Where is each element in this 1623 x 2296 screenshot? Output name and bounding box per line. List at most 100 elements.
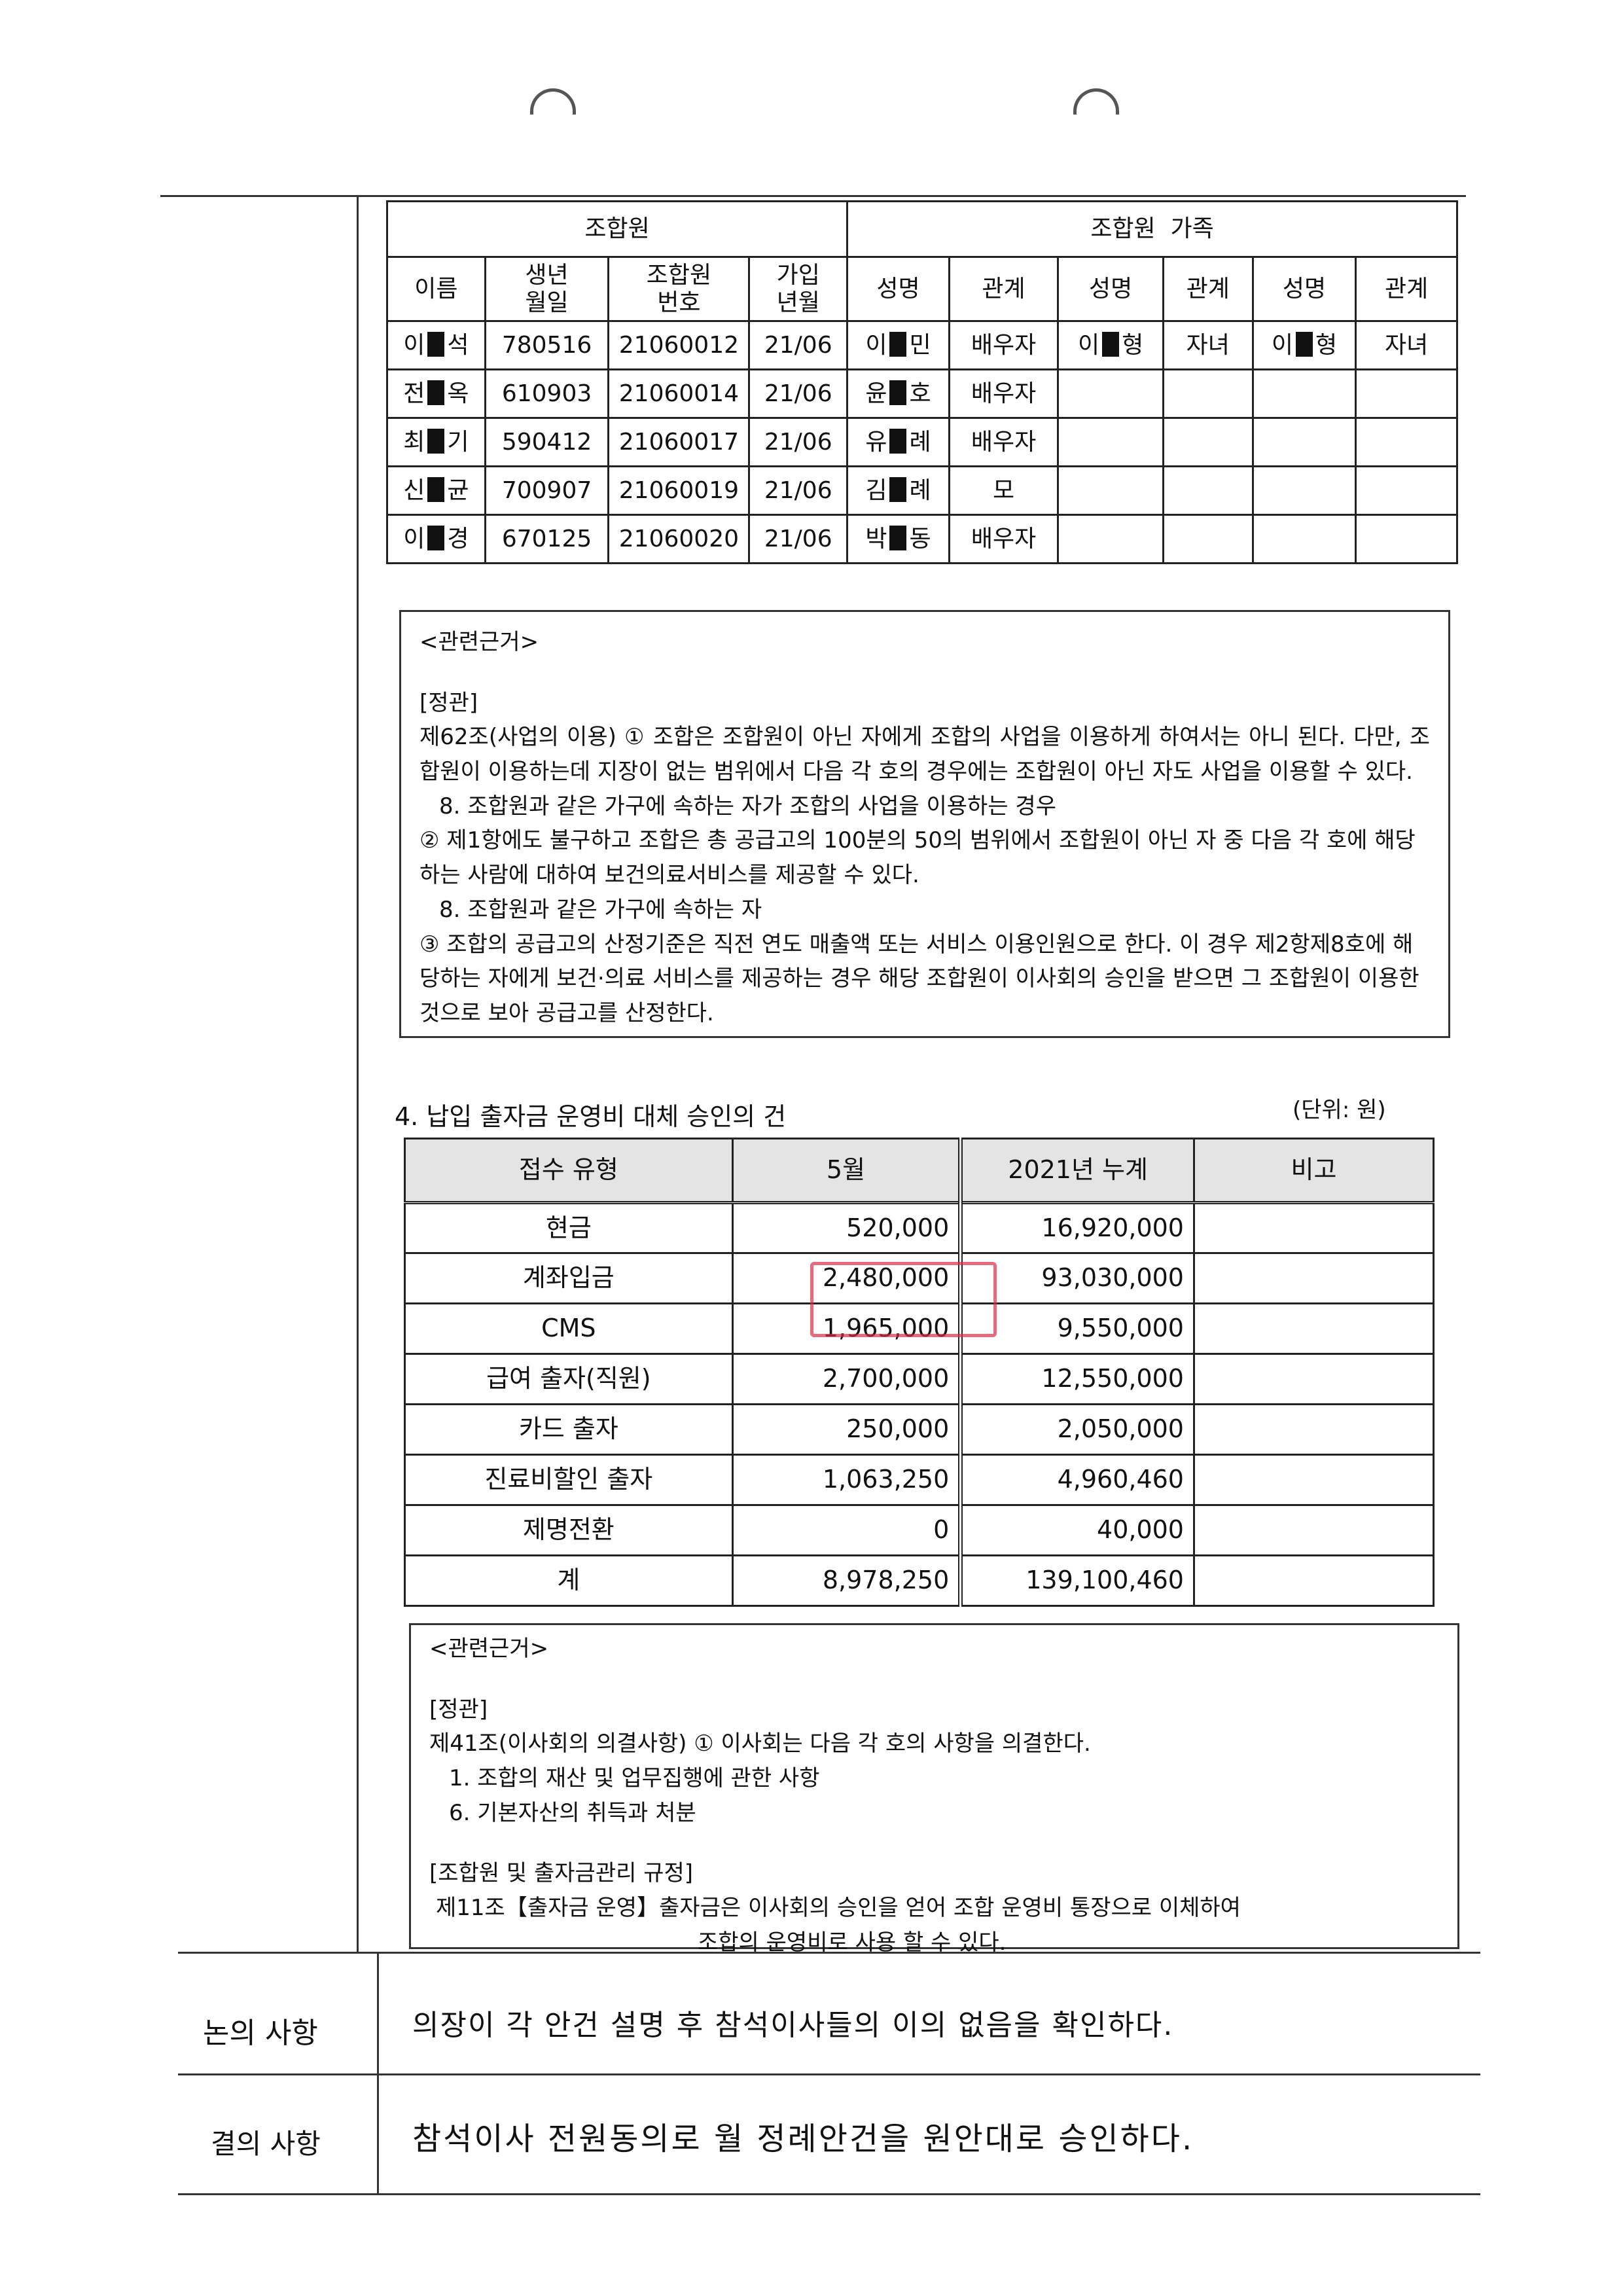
redaction-mask bbox=[889, 525, 907, 550]
joined: 21/06 bbox=[748, 320, 849, 370]
name-first: 이 bbox=[403, 331, 425, 359]
empty-cell bbox=[1057, 514, 1164, 564]
redaction-mask bbox=[427, 331, 445, 357]
redaction-mask bbox=[889, 476, 907, 502]
group-header: 조합원 bbox=[385, 200, 849, 258]
column-header: 가입 년월 bbox=[748, 256, 849, 322]
name-first: 신 bbox=[403, 476, 425, 504]
family-relation: 배우자 bbox=[948, 417, 1060, 467]
empty-cell bbox=[1162, 514, 1254, 564]
basis-line: 제41조(이사회의 의결사항) ① 이사회는 다음 각 호의 사항을 의결한다. bbox=[429, 1731, 1091, 1757]
basis-line: 1. 조합의 재산 및 업무집행에 관한 사항 bbox=[449, 1765, 820, 1792]
empty-cell bbox=[1162, 368, 1254, 419]
empty-cell bbox=[1251, 417, 1357, 467]
total-cell: 40,000 bbox=[959, 1504, 1195, 1556]
empty-cell bbox=[1355, 465, 1458, 516]
redaction-mask bbox=[427, 525, 445, 550]
total-cell: 9,550,000 bbox=[959, 1302, 1195, 1355]
basis-title: <관련근거> bbox=[419, 629, 539, 655]
top-rule bbox=[160, 195, 1466, 197]
redaction-mask bbox=[1295, 331, 1313, 357]
note-cell bbox=[1192, 1252, 1435, 1304]
family-relation: 배우자 bbox=[948, 368, 1060, 419]
table-row: 전 옥 610903 21060014 21/06 윤 호 배우자 bbox=[386, 368, 1458, 419]
may-cell: 8,978,250 bbox=[731, 1554, 963, 1607]
joined: 21/06 bbox=[748, 417, 849, 467]
note-cell bbox=[1192, 1302, 1435, 1355]
row-rule bbox=[178, 1952, 1480, 1954]
table-row: 카드 출자 250,000 2,050,000 bbox=[404, 1403, 1435, 1456]
punch-hole bbox=[530, 88, 576, 115]
name-last: 형 bbox=[1122, 331, 1144, 359]
name-last: 례 bbox=[909, 476, 931, 504]
punch-hole bbox=[1073, 88, 1119, 115]
type-cell: 제명전환 bbox=[404, 1504, 734, 1556]
empty-cell bbox=[1057, 417, 1164, 467]
empty-cell bbox=[1355, 417, 1458, 467]
empty-cell bbox=[1251, 514, 1357, 564]
type-cell: 카드 출자 bbox=[404, 1403, 734, 1456]
basis-line: ③ 조합의 공급고의 산정기준은 직전 연도 매출액 또는 서비스 이용인원으로… bbox=[419, 931, 1427, 1026]
name-last: 옥 bbox=[447, 380, 469, 407]
empty-cell bbox=[1251, 368, 1357, 419]
header-total: 2021년 누계 bbox=[959, 1138, 1195, 1204]
redaction-mask bbox=[1102, 331, 1120, 357]
column-header: 관계 bbox=[1355, 256, 1458, 322]
table-row: 급여 출자(직원) 2,700,000 12,550,000 bbox=[404, 1353, 1435, 1405]
basis-box-2: <관련근거> [정관] 제41조(이사회의 의결사항) ① 이사회는 다음 각 … bbox=[409, 1623, 1459, 1956]
table-row: 최 기 590412 21060017 21/06 유 례 배우자 bbox=[386, 417, 1458, 467]
empty-cell bbox=[1251, 465, 1357, 516]
type-cell: 진료비할인 출자 bbox=[404, 1454, 734, 1506]
table-row: 신 균 700907 21060019 21/06 김 례 모 bbox=[386, 465, 1458, 516]
table-row: 이 경 670125 21060020 21/06 박 동 배우자 bbox=[386, 514, 1458, 564]
total-cell: 2,050,000 bbox=[959, 1403, 1195, 1456]
family-relation: 모 bbox=[948, 465, 1060, 516]
name-first: 유 bbox=[865, 428, 887, 456]
may-cell: 520,000 bbox=[731, 1202, 963, 1254]
table-row: CMS 1,965,000 9,550,000 bbox=[404, 1302, 1435, 1355]
column-header: 성명 bbox=[846, 256, 950, 322]
total-cell: 4,960,460 bbox=[959, 1454, 1195, 1506]
birth: 590412 bbox=[484, 417, 610, 467]
name-last: 균 bbox=[447, 476, 469, 504]
redaction-mask bbox=[427, 428, 445, 454]
name-last: 동 bbox=[909, 525, 931, 552]
contribution-table: 접수 유형 5월 2021년 누계 비고 현금 520,000 16,920,000… bbox=[404, 1138, 1435, 1607]
column-header: 관계 bbox=[948, 256, 1060, 322]
group-header: 조합원 가족 bbox=[846, 200, 1458, 258]
section-title: 4. 납입 출자금 운영비 대체 승인의 건 bbox=[395, 1102, 787, 1131]
empty-cell bbox=[1057, 368, 1164, 419]
may-cell: 250,000 bbox=[731, 1403, 963, 1456]
basis-line: 제62조(사업의 이용) ① 조합은 조합원이 아닌 자에게 조합의 사업을 이… bbox=[419, 724, 1430, 785]
total-cell: 93,030,000 bbox=[959, 1252, 1195, 1304]
name-last: 경 bbox=[447, 525, 469, 552]
total-cell: 16,920,000 bbox=[959, 1202, 1195, 1254]
member-no: 21060014 bbox=[607, 368, 751, 419]
may-cell: 0 bbox=[731, 1504, 963, 1556]
family-relation: 배우자 bbox=[948, 320, 1060, 370]
table-row: 현금 520,000 16,920,000 bbox=[404, 1202, 1435, 1254]
birth: 670125 bbox=[484, 514, 610, 564]
empty-cell bbox=[1355, 514, 1458, 564]
basis-section: [조합원 및 출자금관리 규정] bbox=[429, 1860, 694, 1887]
family-relation: 자녀 bbox=[1162, 320, 1254, 370]
family-relation: 배우자 bbox=[948, 514, 1060, 564]
note-cell bbox=[1192, 1403, 1435, 1456]
type-cell: CMS bbox=[404, 1302, 734, 1355]
name-last: 민 bbox=[909, 331, 931, 359]
name-last: 호 bbox=[909, 380, 931, 407]
table-row: 진료비할인 출자 1,063,250 4,960,460 bbox=[404, 1454, 1435, 1506]
name-first: 윤 bbox=[865, 380, 887, 407]
member-no: 21060019 bbox=[607, 465, 751, 516]
family-relation: 자녀 bbox=[1355, 320, 1458, 370]
empty-cell bbox=[1057, 465, 1164, 516]
total-cell: 139,100,460 bbox=[959, 1554, 1195, 1607]
name-first: 이 bbox=[403, 525, 425, 552]
